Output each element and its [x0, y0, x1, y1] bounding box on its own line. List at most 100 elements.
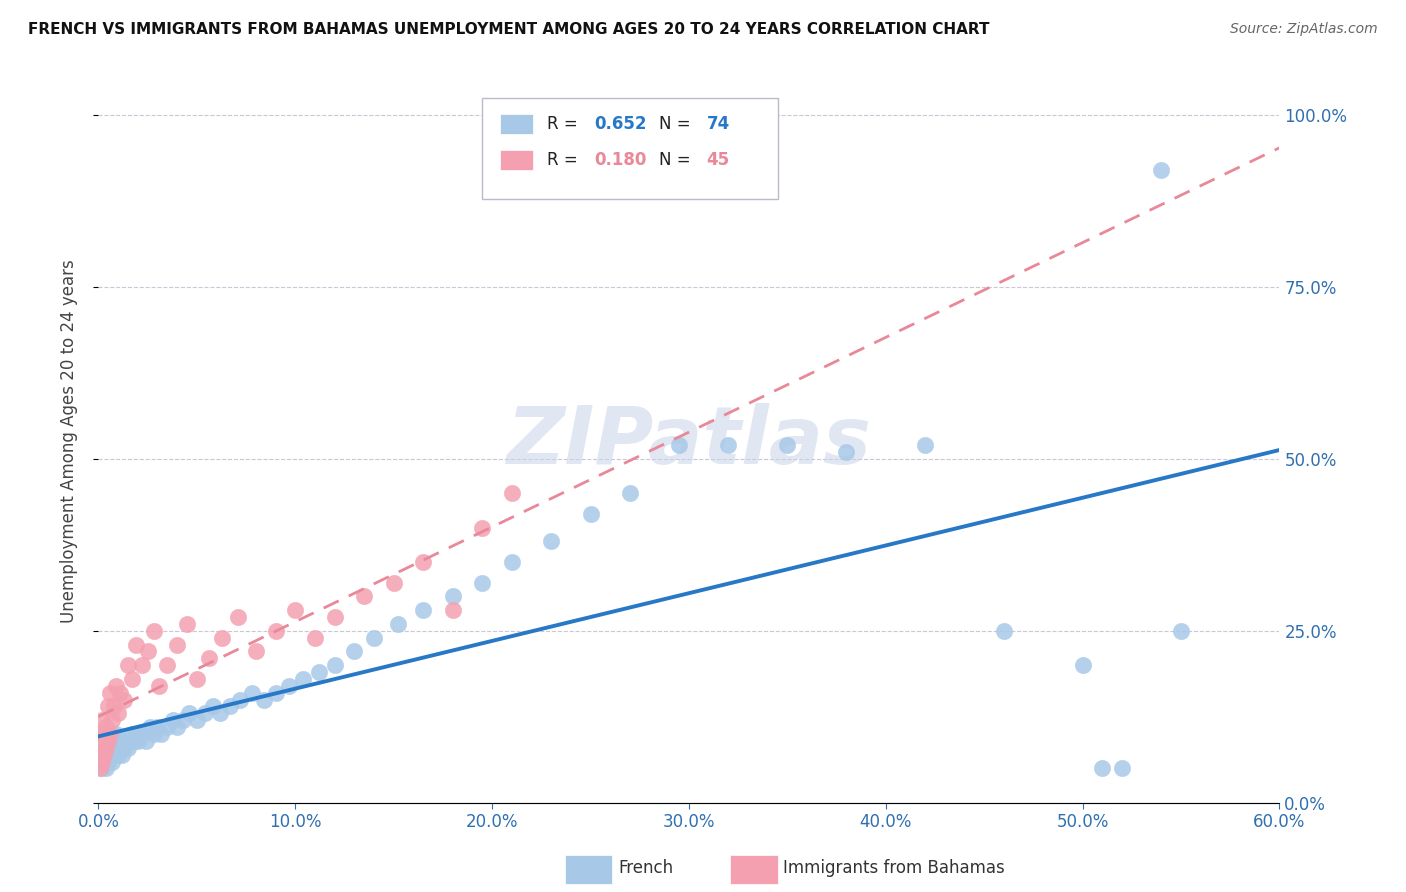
Point: [1091, 761, 1114, 775]
FancyBboxPatch shape: [501, 150, 533, 169]
Point: [211, 631, 233, 645]
Point: [1111, 761, 1133, 775]
Point: [156, 720, 179, 734]
Text: Source: ZipAtlas.com: Source: ZipAtlas.com: [1230, 22, 1378, 37]
Point: [93, 747, 115, 762]
Point: [579, 507, 602, 521]
Point: [93, 740, 115, 755]
Text: R =: R =: [547, 115, 583, 133]
Point: [540, 534, 562, 549]
Point: [105, 740, 128, 755]
Point: [387, 616, 409, 631]
Point: [471, 520, 494, 534]
Point: [441, 603, 464, 617]
Point: [412, 603, 434, 617]
Y-axis label: Unemployment Among Ages 20 to 24 years: Unemployment Among Ages 20 to 24 years: [59, 260, 77, 624]
Point: [127, 734, 149, 748]
Point: [111, 747, 134, 762]
Text: N =: N =: [659, 151, 696, 169]
Point: [117, 658, 139, 673]
Point: [323, 610, 346, 624]
Point: [91, 761, 114, 775]
Point: [103, 699, 125, 714]
Point: [118, 734, 141, 748]
Point: [363, 631, 385, 645]
Point: [501, 486, 523, 500]
Point: [176, 616, 198, 631]
Text: FRENCH VS IMMIGRANTS FROM BAHAMAS UNEMPLOYMENT AMONG AGES 20 TO 24 YEARS CORRELA: FRENCH VS IMMIGRANTS FROM BAHAMAS UNEMPL…: [28, 22, 990, 37]
Text: ZIPatlas: ZIPatlas: [506, 402, 872, 481]
Point: [91, 734, 114, 748]
Point: [278, 679, 301, 693]
Point: [98, 747, 121, 762]
Text: 0.652: 0.652: [595, 115, 647, 133]
Point: [308, 665, 330, 679]
Point: [197, 651, 219, 665]
Point: [93, 755, 115, 769]
Point: [98, 686, 121, 700]
Point: [382, 575, 405, 590]
Point: [89, 761, 111, 775]
Point: [914, 438, 936, 452]
Point: [93, 727, 115, 741]
Point: [209, 706, 232, 721]
Point: [150, 727, 173, 741]
Point: [1150, 162, 1173, 177]
Point: [162, 713, 184, 727]
Point: [138, 720, 160, 734]
Text: 45: 45: [707, 151, 730, 169]
Text: French: French: [619, 859, 673, 877]
Point: [97, 699, 120, 714]
Point: [668, 438, 690, 452]
Point: [96, 761, 118, 775]
Point: [264, 686, 287, 700]
Text: N =: N =: [659, 115, 696, 133]
Point: [135, 734, 157, 748]
Point: [107, 734, 129, 748]
Point: [177, 706, 200, 721]
Point: [112, 740, 135, 755]
Point: [156, 658, 179, 673]
Point: [105, 679, 128, 693]
Point: [112, 692, 135, 706]
Point: [166, 720, 188, 734]
Point: [194, 706, 217, 721]
Point: [343, 644, 366, 658]
Point: [148, 679, 170, 693]
Point: [101, 740, 124, 755]
Point: [264, 624, 287, 638]
Point: [219, 699, 242, 714]
Point: [717, 438, 740, 452]
FancyBboxPatch shape: [482, 98, 778, 200]
FancyBboxPatch shape: [730, 855, 778, 884]
Point: [142, 624, 165, 638]
Point: [1170, 624, 1192, 638]
Point: [186, 672, 208, 686]
Point: [131, 727, 153, 741]
Point: [186, 713, 208, 727]
Point: [835, 445, 858, 459]
Point: [89, 727, 111, 741]
Point: [125, 727, 148, 741]
Text: R =: R =: [547, 151, 583, 169]
Point: [97, 734, 120, 748]
Text: 0.180: 0.180: [595, 151, 647, 169]
Point: [97, 740, 120, 755]
Point: [142, 727, 165, 741]
Point: [98, 734, 121, 748]
Point: [96, 740, 118, 755]
Point: [108, 740, 131, 755]
Point: [172, 713, 194, 727]
Point: [121, 672, 143, 686]
Point: [91, 713, 114, 727]
Point: [201, 699, 224, 714]
Point: [115, 734, 138, 748]
Text: Immigrants from Bahamas: Immigrants from Bahamas: [783, 859, 1005, 877]
Point: [101, 755, 124, 769]
Point: [122, 734, 145, 748]
Point: [240, 686, 263, 700]
FancyBboxPatch shape: [501, 113, 533, 134]
Point: [471, 575, 494, 590]
Point: [96, 720, 118, 734]
Point: [107, 747, 129, 762]
